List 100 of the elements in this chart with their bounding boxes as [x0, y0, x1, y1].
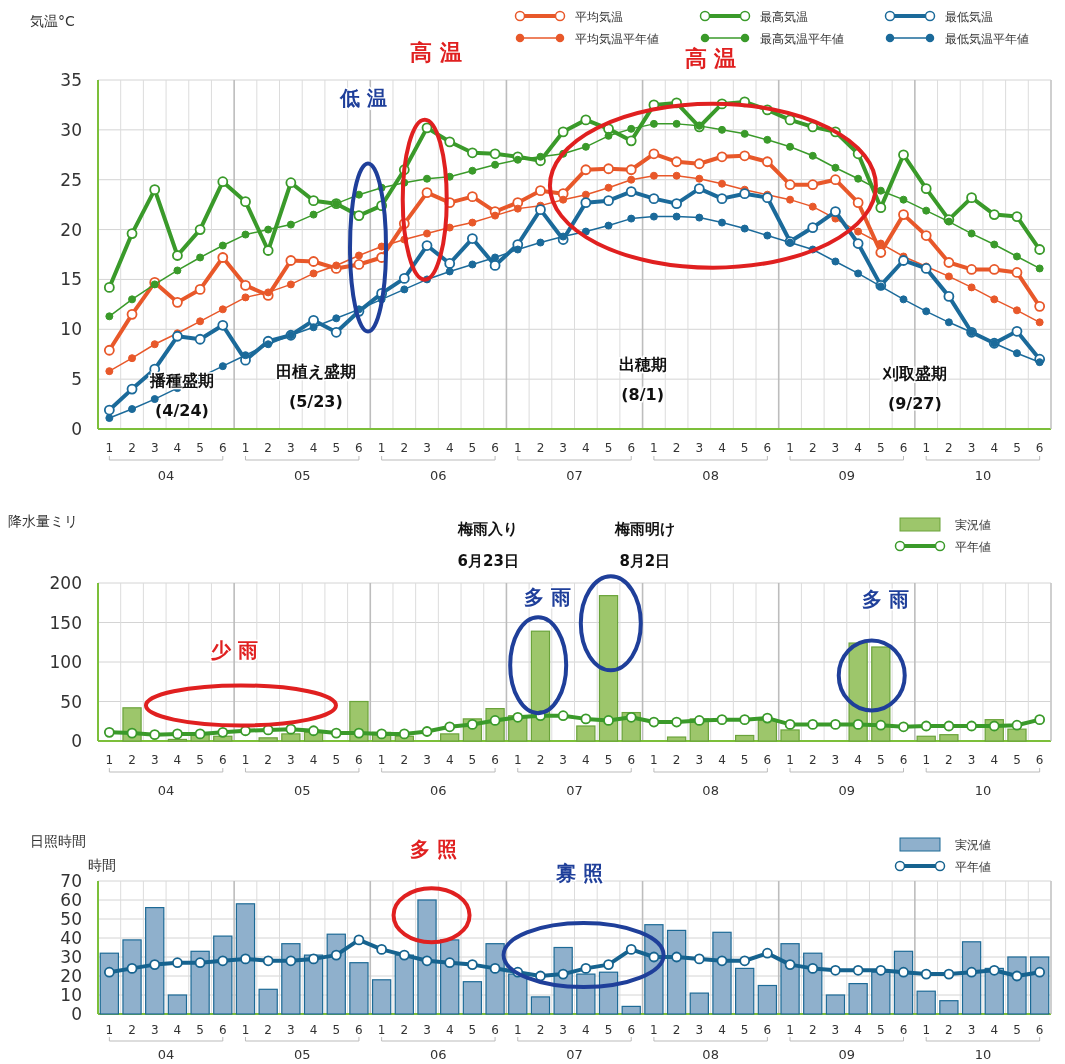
x-tick-label: 4: [582, 753, 590, 767]
text: 04: [157, 1047, 175, 1062]
y-axis-title: 降水量ミリ: [8, 513, 78, 529]
x-tick-label: 6: [355, 753, 363, 767]
x-tick-label: 1: [513, 441, 522, 455]
y-tick-label: 40: [60, 928, 82, 948]
annotation: 出穂期 (8/1): [618, 355, 667, 405]
x-tick-label: 1: [650, 1023, 658, 1037]
legend-label: 平均気温: [575, 10, 623, 24]
x-tick-label: 3: [559, 753, 567, 767]
y-tick-label: 0: [71, 1004, 82, 1024]
x-tick-label: 2: [945, 441, 953, 455]
text: 10: [974, 783, 992, 798]
x-tick-label: 3: [831, 753, 840, 767]
text: 09: [838, 468, 856, 483]
text: 多 照: [410, 837, 458, 862]
x-tick-label: 1: [786, 1023, 794, 1037]
x-tick-label: 5: [877, 753, 885, 767]
x-tick-label: 6: [763, 753, 772, 767]
y-tick-label: 0: [71, 419, 82, 439]
legend-label: 平年値: [955, 540, 991, 554]
x-tick-label: 5: [468, 753, 477, 767]
y-tick-label: 5: [71, 369, 82, 390]
x-tick-label: 3: [559, 1023, 567, 1037]
legend-label: 平年値: [955, 860, 991, 874]
x-tick-label: 2: [264, 1023, 272, 1037]
x-tick-label: 1: [377, 1023, 386, 1037]
annotation: 田植え盛期 (5/23): [275, 362, 356, 412]
x-tick-label: 2: [400, 1023, 409, 1037]
x-tick-label: 4: [854, 753, 862, 767]
x-tick-label: 6: [491, 1023, 499, 1037]
y-tick-label: 200: [49, 573, 82, 593]
x-tick-label: 3: [831, 441, 840, 455]
x-tick-label: 2: [264, 753, 272, 767]
x-tick-label: 2: [400, 441, 409, 455]
x-tick-label: 3: [287, 441, 295, 455]
x-tick-label: 3: [423, 753, 431, 767]
x-tick-label: 4: [990, 441, 999, 455]
y-tick-label: 35: [60, 70, 82, 90]
x-tick-label: 5: [740, 1023, 749, 1037]
x-tick-label: 6: [491, 441, 499, 455]
x-tick-label: 3: [423, 1023, 431, 1037]
x-tick-label: 4: [990, 753, 999, 767]
x-tick-label: 1: [377, 753, 386, 767]
x-tick-label: 1: [241, 441, 250, 455]
x-tick-label: 4: [309, 441, 318, 455]
x-tick-label: 6: [218, 441, 227, 455]
x-tick-label: 1: [105, 1023, 114, 1037]
x-tick-label: 6: [627, 753, 636, 767]
x-tick-label: 5: [877, 1023, 885, 1037]
x-tick-label: 3: [695, 441, 704, 455]
legend-label: 最高気温平年値: [760, 32, 844, 46]
legend-label: 最高気温: [760, 10, 808, 24]
x-tick-label: 3: [559, 441, 567, 455]
x-tick-label: 2: [808, 753, 817, 767]
x-tick-label: 5: [1013, 753, 1021, 767]
x-tick-label: 6: [1035, 441, 1044, 455]
x-tick-label: 5: [332, 1023, 341, 1037]
x-tick-label: 5: [604, 753, 613, 767]
text: 10: [974, 468, 992, 483]
text: 07: [566, 468, 583, 483]
x-tick-label: 2: [945, 1023, 953, 1037]
text: 04: [157, 468, 175, 483]
x-tick-label: 2: [808, 441, 817, 455]
x-tick-label: 2: [128, 753, 136, 767]
x-tick-label: 1: [513, 753, 522, 767]
x-tick-label: 2: [264, 441, 272, 455]
x-tick-label: 5: [468, 1023, 477, 1037]
x-tick-label: 2: [945, 753, 953, 767]
y-tick-label: 15: [60, 269, 82, 290]
x-tick-label: 5: [604, 1023, 613, 1037]
y-tick-label: 70: [60, 871, 82, 891]
x-tick-label: 3: [150, 1023, 159, 1037]
x-tick-label: 6: [763, 441, 772, 455]
x-tick-label: 3: [287, 1023, 295, 1037]
text: 07: [566, 1047, 583, 1062]
x-tick-label: 4: [445, 441, 454, 455]
x-tick-label: 1: [650, 753, 658, 767]
y-tick-label: 30: [60, 947, 82, 967]
x-tick-label: 1: [786, 753, 794, 767]
x-tick-label: 2: [672, 441, 681, 455]
annotation: 多 雨: [861, 586, 909, 611]
y-tick-label: 0: [71, 731, 82, 751]
text: 09: [838, 783, 856, 798]
x-tick-label: 4: [718, 753, 726, 767]
x-tick-label: 2: [536, 753, 545, 767]
text: 10: [974, 1047, 992, 1062]
x-tick-label: 4: [582, 441, 590, 455]
x-tick-label: 5: [1013, 441, 1021, 455]
annotation: 低 温: [338, 85, 387, 110]
x-tick-label: 1: [105, 753, 114, 767]
y-axis-title: 時間: [88, 857, 116, 873]
x-tick-label: 4: [718, 441, 726, 455]
x-tick-label: 3: [695, 753, 704, 767]
legend-label: 平均気温平年値: [575, 32, 659, 46]
x-tick-label: 5: [740, 441, 749, 455]
legend-label: 実況値: [955, 838, 991, 852]
x-tick-label: 6: [627, 1023, 636, 1037]
x-tick-label: 5: [196, 441, 204, 455]
text: 梅雨明け 8月2日: [613, 520, 675, 571]
